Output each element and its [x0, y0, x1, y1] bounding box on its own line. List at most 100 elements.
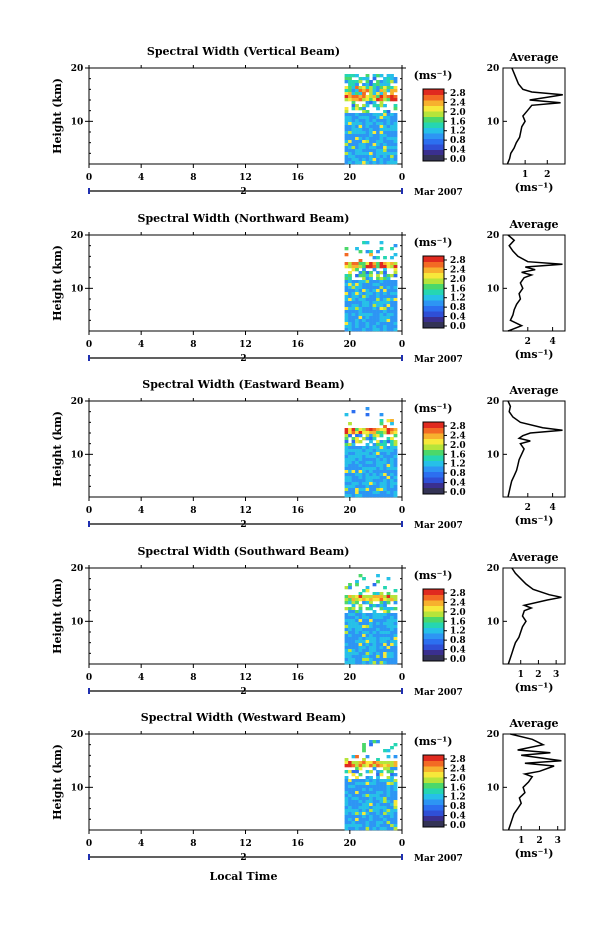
- heatmap-cell: [362, 113, 366, 117]
- heatmap-cell: [369, 634, 373, 638]
- heatmap-cell: [365, 464, 370, 468]
- heatmap-cell: [348, 443, 352, 447]
- heatmap-cell: [362, 470, 366, 474]
- heatmap-cell: [376, 122, 380, 126]
- colorbar-swatch: [423, 793, 444, 800]
- heatmap-cell: [386, 116, 391, 120]
- heatmap-cell: [358, 434, 363, 438]
- heatmap-cell: [379, 122, 384, 126]
- heatmap-cell: [386, 452, 391, 456]
- heatmap-cell: [348, 640, 352, 644]
- heatmap-cell: [379, 280, 384, 284]
- heatmap-cell: [369, 310, 373, 314]
- heatmap-cell: [362, 827, 366, 831]
- heatmap-cell: [362, 658, 366, 662]
- heatmap-cell: [390, 785, 394, 789]
- heatmap-cell: [348, 428, 352, 432]
- heatmap-cell: [393, 86, 398, 90]
- heatmap-cell: [379, 146, 384, 150]
- heatmap-cell: [369, 271, 373, 275]
- heatmap-cell: [376, 773, 380, 777]
- heatmap-cell: [372, 610, 377, 614]
- average-y-tick-label: 20: [487, 730, 500, 740]
- heatmap-cell: [372, 158, 377, 162]
- heatmap-cell: [358, 292, 363, 296]
- heatmap-cell: [351, 328, 356, 332]
- heatmap-cell: [379, 601, 384, 605]
- heatmap-cell: [351, 152, 356, 156]
- heatmap-cell: [351, 158, 356, 162]
- heatmap-cell: [348, 155, 352, 159]
- heatmap-cell: [376, 821, 380, 825]
- heatmap-cell: [386, 488, 391, 492]
- heatmap-cell: [344, 283, 349, 287]
- heatmap-cell: [344, 485, 349, 489]
- heatmap-cell: [393, 268, 398, 272]
- heatmap-cell: [386, 446, 391, 450]
- heatmap-cell: [390, 140, 394, 144]
- heatmap-cell: [379, 797, 384, 801]
- heatmap-cell: [393, 643, 398, 647]
- colorbar-swatch: [423, 94, 444, 101]
- heatmap-cell: [390, 301, 394, 305]
- heatmap-cell: [362, 488, 366, 492]
- heatmap-cell: [383, 827, 387, 831]
- heatmap-cell: [383, 295, 387, 299]
- heatmap-cell: [393, 80, 398, 84]
- heatmap-cell: [362, 325, 366, 329]
- heatmap-cell: [348, 791, 352, 795]
- heatmap-cell: [348, 764, 352, 768]
- heatmap-cell: [358, 107, 363, 111]
- heatmap-cell: [383, 640, 387, 644]
- heatmap-cell: [372, 812, 377, 816]
- heatmap-cell: [376, 286, 380, 290]
- colorbar-swatch: [423, 305, 444, 312]
- colorbar-swatch: [423, 300, 444, 306]
- heatmap-cell: [376, 443, 380, 447]
- heatmap-cell: [365, 794, 370, 798]
- heatmap-cell: [365, 649, 370, 653]
- average-x-tick-label: 4: [549, 503, 555, 513]
- heatmap-cell: [369, 655, 373, 659]
- heatmap-cell: [393, 803, 398, 807]
- heatmap-cell: [365, 143, 370, 147]
- heatmap-cell: [372, 319, 377, 323]
- heatmap-cell: [393, 253, 398, 257]
- heatmap-cell: [362, 758, 366, 762]
- heatmap-cell: [390, 764, 394, 768]
- heatmap-cell: [379, 419, 384, 423]
- heatmap-cell: [383, 298, 387, 302]
- heatmap-cell: [393, 446, 398, 450]
- heatmap-cell: [348, 473, 352, 477]
- panel-3: Spectral Width (Eastward Beam)Height (km…: [51, 378, 566, 531]
- heatmap-cell: [383, 265, 387, 269]
- heatmap-cell: [379, 289, 384, 293]
- colorbar-tick-label: 2.8: [450, 89, 466, 99]
- heatmap-cell: [393, 265, 398, 269]
- heatmap-cell: [369, 134, 373, 138]
- heatmap-cell: [390, 119, 394, 123]
- heatmap-cell: [365, 319, 370, 323]
- heatmap-cell: [344, 92, 349, 96]
- heatmap-cell: [351, 827, 356, 831]
- heatmap-cell: [369, 158, 373, 162]
- colorbar-tick-label: 0.8: [450, 136, 466, 146]
- heatmap-cell: [393, 458, 398, 462]
- heatmap-cell: [355, 461, 359, 465]
- heatmap-cell: [358, 146, 363, 150]
- heatmap-cell: [372, 485, 377, 489]
- heatmap-cell: [372, 134, 377, 138]
- heatmap-cell: [386, 803, 391, 807]
- heatmap-cell: [365, 283, 370, 287]
- heatmap-cell: [369, 128, 373, 132]
- heatmap-cell: [351, 116, 356, 120]
- heatmap-cell: [376, 619, 380, 623]
- heatmap-cell: [383, 452, 387, 456]
- heatmap-cell: [351, 824, 356, 828]
- heatmap-cell: [383, 482, 387, 486]
- heatmap-cell: [348, 613, 352, 617]
- heatmap-cell: [344, 131, 349, 135]
- heatmap-cell: [358, 764, 363, 768]
- heatmap-cell: [379, 247, 384, 251]
- heatmap-cell: [369, 616, 373, 620]
